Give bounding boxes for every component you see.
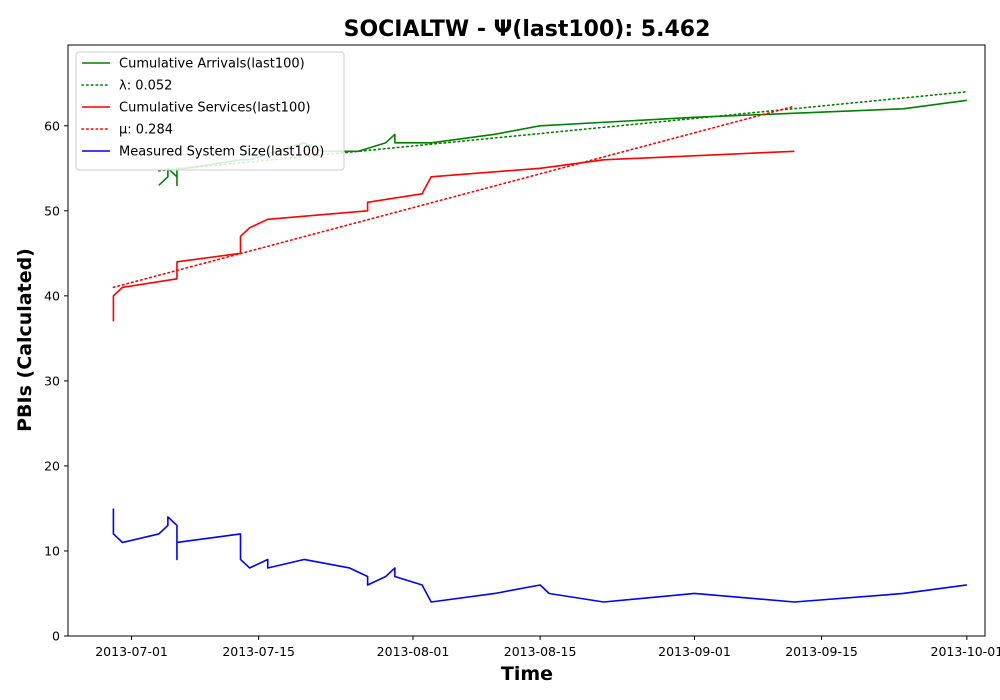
legend-entry-label: μ: 0.284: [119, 123, 173, 138]
y-tick-label: 60: [44, 118, 60, 133]
series-line-1: [157, 90, 968, 172]
plot-frame: [67, 44, 986, 637]
x-tick-label: 2013-07-15: [222, 644, 295, 659]
legend-entry-label: λ: 0.052: [119, 79, 172, 94]
x-tick-label: 2013-10-01: [931, 644, 1000, 659]
x-tick-label: 2013-09-15: [785, 644, 858, 659]
y-tick-label: 0: [52, 629, 60, 644]
y-tick-label: 50: [44, 203, 60, 218]
legend-entry-label: Cumulative Services(last100): [119, 101, 311, 116]
series-line-4: [112, 508, 967, 603]
series-line-2: [112, 150, 795, 322]
y-tick-label: 20: [44, 458, 60, 473]
x-tick-label: 2013-09-01: [658, 644, 731, 659]
legend-entry-label: Cumulative Arrivals(last100): [119, 57, 305, 72]
chart-title: SOCIALTW - Ψ(last100): 5.462: [344, 17, 711, 42]
series-line-3: [112, 105, 796, 289]
y-axis-title: PBIs (Calculated): [14, 248, 36, 432]
axes: 2013-07-01 2013-07-15 2013-08-01 2013-08-15…: [44, 44, 1000, 659]
legend-entry-label: Measured System Size(last100): [119, 145, 324, 160]
plot-area: [112, 90, 968, 603]
y-tick-label: 10: [44, 543, 60, 558]
y-tick-label: 40: [44, 288, 60, 303]
x-tick-label: 2013-07-01: [95, 644, 168, 659]
y-tick-label: 30: [44, 373, 60, 388]
legend-box: [75, 51, 345, 171]
legend: Cumulative Arrivals(last100) λ: 0.052 Cumu…: [75, 51, 345, 171]
x-tick-label: 2013-08-01: [377, 644, 450, 659]
x-axis-title: Time: [501, 663, 553, 685]
x-tick-label: 2013-08-15: [504, 644, 577, 659]
